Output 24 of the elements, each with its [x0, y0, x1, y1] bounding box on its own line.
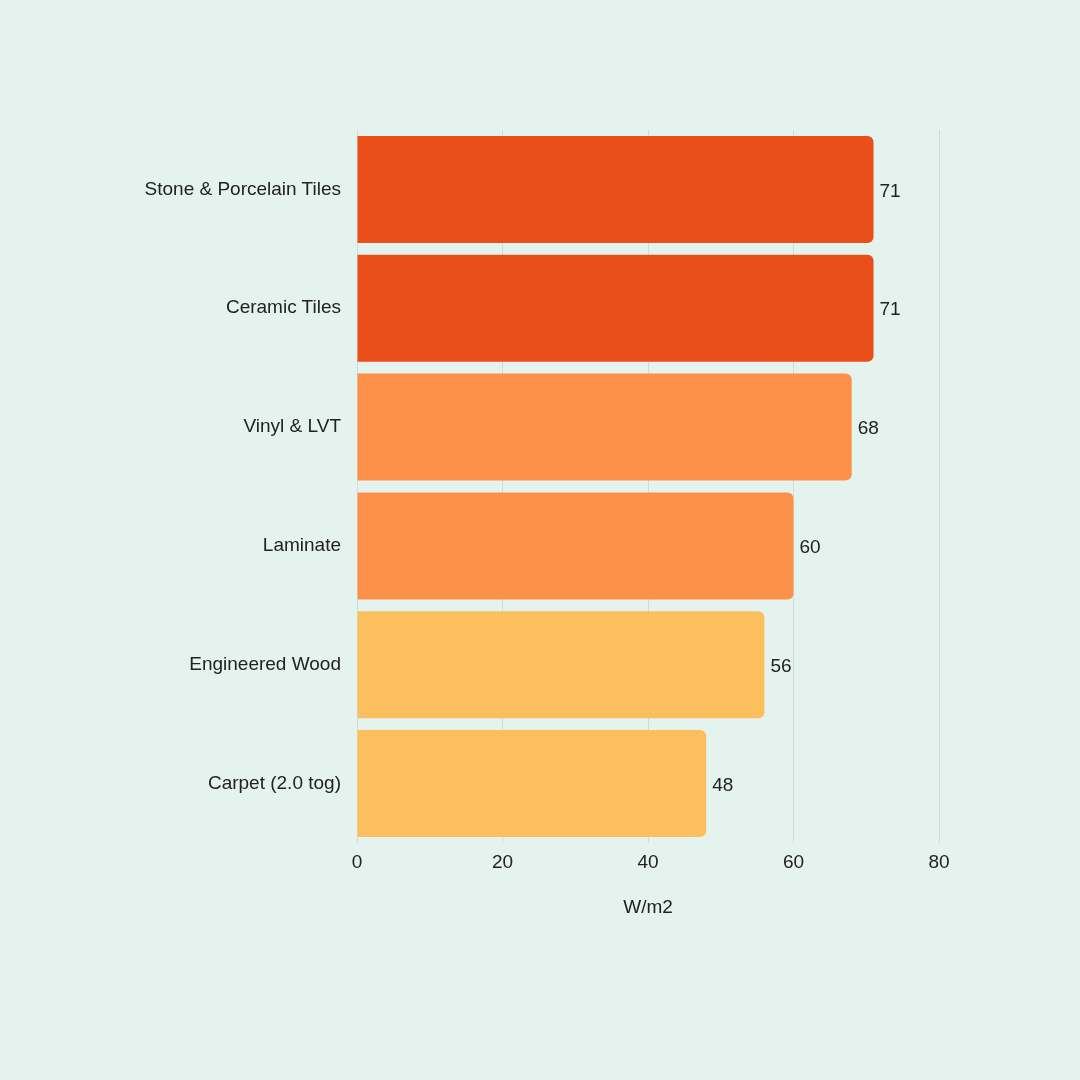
- data-label: 60: [799, 536, 821, 558]
- y-tick-label: Ceramic Tiles: [225, 296, 341, 318]
- y-tick-label: Laminate: [262, 534, 341, 556]
- x-tick-label: 0: [351, 850, 363, 872]
- data-label: 71: [879, 298, 901, 320]
- bar: [357, 611, 765, 719]
- x-tick-label: 20: [491, 850, 514, 872]
- bar: [357, 492, 794, 600]
- x-tick-label: 60: [782, 850, 805, 872]
- y-tick-label: Vinyl & LVT: [243, 415, 342, 437]
- y-tick-label: Carpet (2.0 tog): [207, 771, 341, 793]
- bar: [357, 254, 874, 362]
- data-label: 56: [770, 654, 792, 676]
- y-tick-label: Engineered Wood: [189, 652, 341, 674]
- bar: [357, 730, 707, 838]
- data-label: 68: [857, 417, 879, 439]
- data-label: 48: [712, 773, 734, 795]
- bar: [357, 135, 874, 243]
- x-tick-label: 80: [928, 850, 950, 872]
- data-label: 71: [879, 179, 901, 201]
- x-tick-label: 40: [637, 850, 659, 872]
- bar: [357, 373, 852, 481]
- y-tick-label: Stone & Porcelain Tiles: [144, 177, 341, 199]
- x-axis-title: W/m2: [623, 895, 673, 917]
